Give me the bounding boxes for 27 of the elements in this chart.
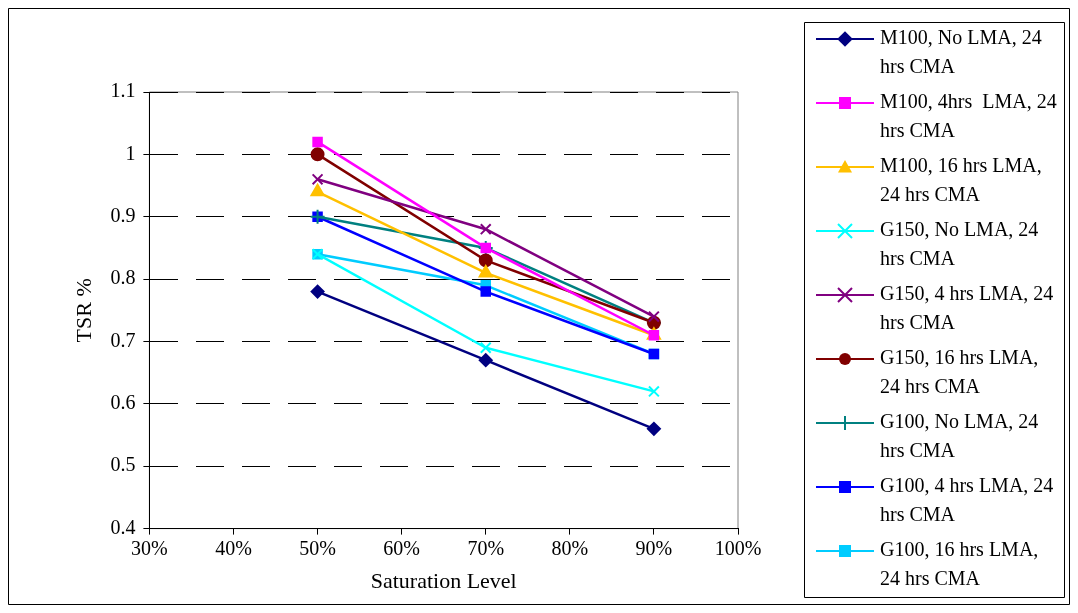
y-tick-label: 1	[125, 141, 136, 164]
legend-label: M100, 4hrs LMA, 24 hrs CMA	[880, 90, 1057, 142]
legend-label: M100, 16 hrs LMA, 24 hrs CMA	[880, 154, 1042, 206]
x-tick-label: 90%	[635, 536, 673, 559]
x-tick-label: 50%	[299, 536, 336, 559]
legend-label: G100, 4 hrs LMA, 24 hrs CMA	[880, 474, 1054, 526]
x-axis-title: Saturation Level	[370, 567, 517, 593]
y-tick-label: 0.9	[110, 203, 136, 226]
legend-label: G100, 16 hrs LMA, 24 hrs CMA	[880, 538, 1039, 590]
legend-label: M100, No LMA, 24 hrs CMA	[880, 26, 1042, 78]
x-tick-label: 70%	[467, 536, 505, 559]
legend-label: G150, 16 hrs LMA, 24 hrs CMA	[880, 346, 1039, 398]
x-tick-label: 40%	[215, 536, 252, 559]
x-tick-label: 30%	[131, 536, 168, 559]
y-tick-label: 0.4	[110, 515, 136, 538]
y-axis-title: TSR %	[70, 278, 96, 343]
x-tick-label: 80%	[551, 536, 589, 559]
y-tick-label: 0.6	[110, 391, 136, 414]
y-tick-label: 0.7	[110, 328, 136, 351]
x-tick-label: 100%	[714, 536, 762, 559]
legend-label: G100, No LMA, 24 hrs CMA	[880, 410, 1039, 462]
legend-label: G150, 4 hrs LMA, 24 hrs CMA	[880, 282, 1054, 334]
y-tick-label: 0.8	[110, 266, 136, 289]
legend-label: G150, No LMA, 24 hrs CMA	[880, 218, 1039, 270]
y-tick-label: 1.1	[110, 79, 136, 102]
y-tick-label: 0.5	[110, 453, 136, 476]
x-tick-label: 60%	[383, 536, 420, 559]
